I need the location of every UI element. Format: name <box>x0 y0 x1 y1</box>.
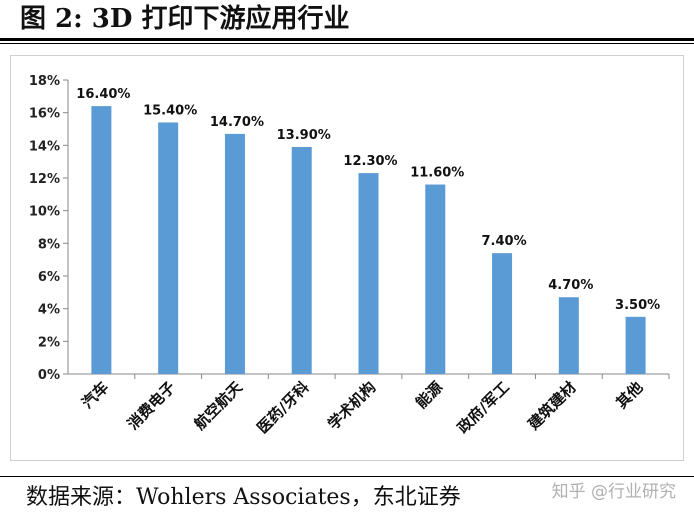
x-tick-label: 学术机构 <box>324 378 379 433</box>
data-label: 14.70% <box>210 115 264 130</box>
x-tick-label: 航空航天 <box>191 377 247 433</box>
y-tick-label: 6% <box>38 270 60 285</box>
data-label: 13.90% <box>277 128 331 143</box>
y-tick-label: 8% <box>38 237 60 252</box>
bar <box>358 173 379 374</box>
watermark: 知乎 @行业研究 <box>551 482 676 502</box>
data-label: 7.40% <box>482 234 527 249</box>
y-tick-label: 14% <box>29 139 60 154</box>
bar <box>158 122 179 374</box>
y-tick-label: 10% <box>29 205 60 220</box>
source-note: 数据来源：Wohlers Associates，东北证券 <box>26 485 461 510</box>
bar <box>91 106 112 374</box>
x-tick-label: 医药/牙科 <box>254 378 313 437</box>
x-tick-label: 汽车 <box>78 378 112 412</box>
y-tick-label: 0% <box>38 368 60 383</box>
x-tick-label: 建筑建材 <box>524 378 579 433</box>
y-tick-label: 16% <box>29 107 60 122</box>
chart-frame: 0% 2% 4% 6% 8% 10% 12% 14% 16% 18% 16.40% 汽车 15.40% 消… <box>10 55 684 461</box>
bar <box>224 133 245 374</box>
title-divider <box>0 38 694 41</box>
x-tick-label: 消费电子 <box>124 378 179 433</box>
y-tick-label: 18% <box>29 74 60 89</box>
data-label: 15.40% <box>143 103 197 118</box>
data-label: 3.50% <box>615 298 660 313</box>
y-tick-label: 12% <box>29 172 60 187</box>
bar <box>291 146 312 374</box>
x-tick-label: 其他 <box>612 378 646 412</box>
y-tick-label: 2% <box>38 335 60 350</box>
data-label: 12.30% <box>343 154 397 169</box>
title-divider-thin <box>0 43 694 44</box>
bar <box>492 253 513 374</box>
data-label: 4.70% <box>548 278 593 293</box>
bar <box>425 184 446 374</box>
x-tick-label: 政府/军工 <box>454 378 513 437</box>
figure-title: 图 2: 3D 打印下游应用行业 <box>20 4 350 34</box>
bar <box>625 316 646 374</box>
data-label: 16.40% <box>76 87 130 102</box>
source-divider <box>0 476 694 477</box>
x-tick-label: 能源 <box>412 378 446 412</box>
y-tick-label: 4% <box>38 303 60 318</box>
bar-chart: 0% 2% 4% 6% 8% 10% 12% 14% 16% 18% 16.40% 汽车 15.40% 消… <box>29 74 670 437</box>
bar <box>558 297 579 374</box>
data-label: 11.60% <box>410 166 464 181</box>
